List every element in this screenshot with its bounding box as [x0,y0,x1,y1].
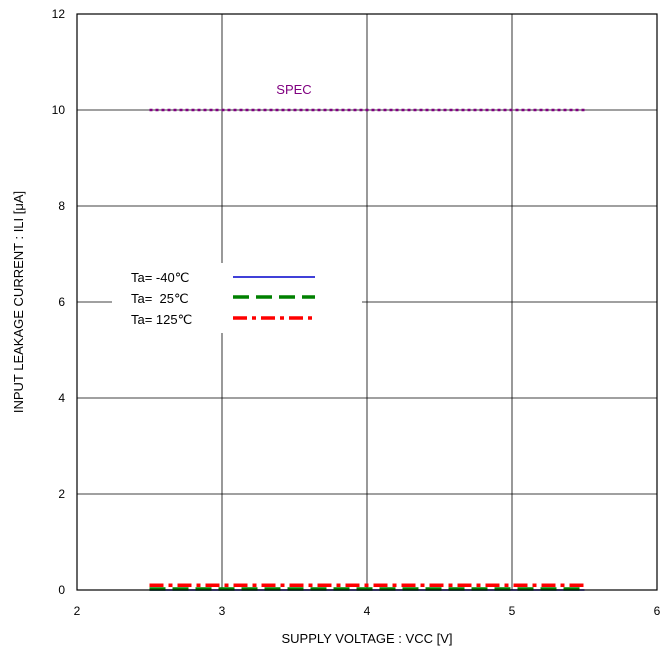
y-tick-label: 4 [58,391,65,405]
spec-label: SPEC [276,82,311,97]
x-axis-label: SUPPLY VOLTAGE : VCC [V] [282,631,453,646]
legend-label-0: Ta= -40℃ [131,270,189,285]
y-tick-label: 2 [58,487,65,501]
legend-label-1: Ta= 25℃ [131,291,189,306]
x-tick-label: 3 [219,604,226,618]
legend-label-2: Ta= 125℃ [131,312,192,327]
y-axis-label: INPUT LEAKAGE CURRENT : ILI [μA] [11,191,26,413]
y-tick-label: 6 [58,295,65,309]
x-tick-label: 2 [74,604,81,618]
x-tick-label: 4 [364,604,371,618]
x-tick-label: 6 [654,604,661,618]
y-tick-label: 10 [52,103,66,117]
x-tick-label: 5 [509,604,516,618]
y-tick-label: 0 [58,583,65,597]
legend: Ta= -40℃ Ta= 25℃ Ta= 125℃ [112,263,362,333]
y-tick-label: 8 [58,199,65,213]
y-tick-label: 12 [52,7,66,21]
plot-frame [76,13,658,591]
